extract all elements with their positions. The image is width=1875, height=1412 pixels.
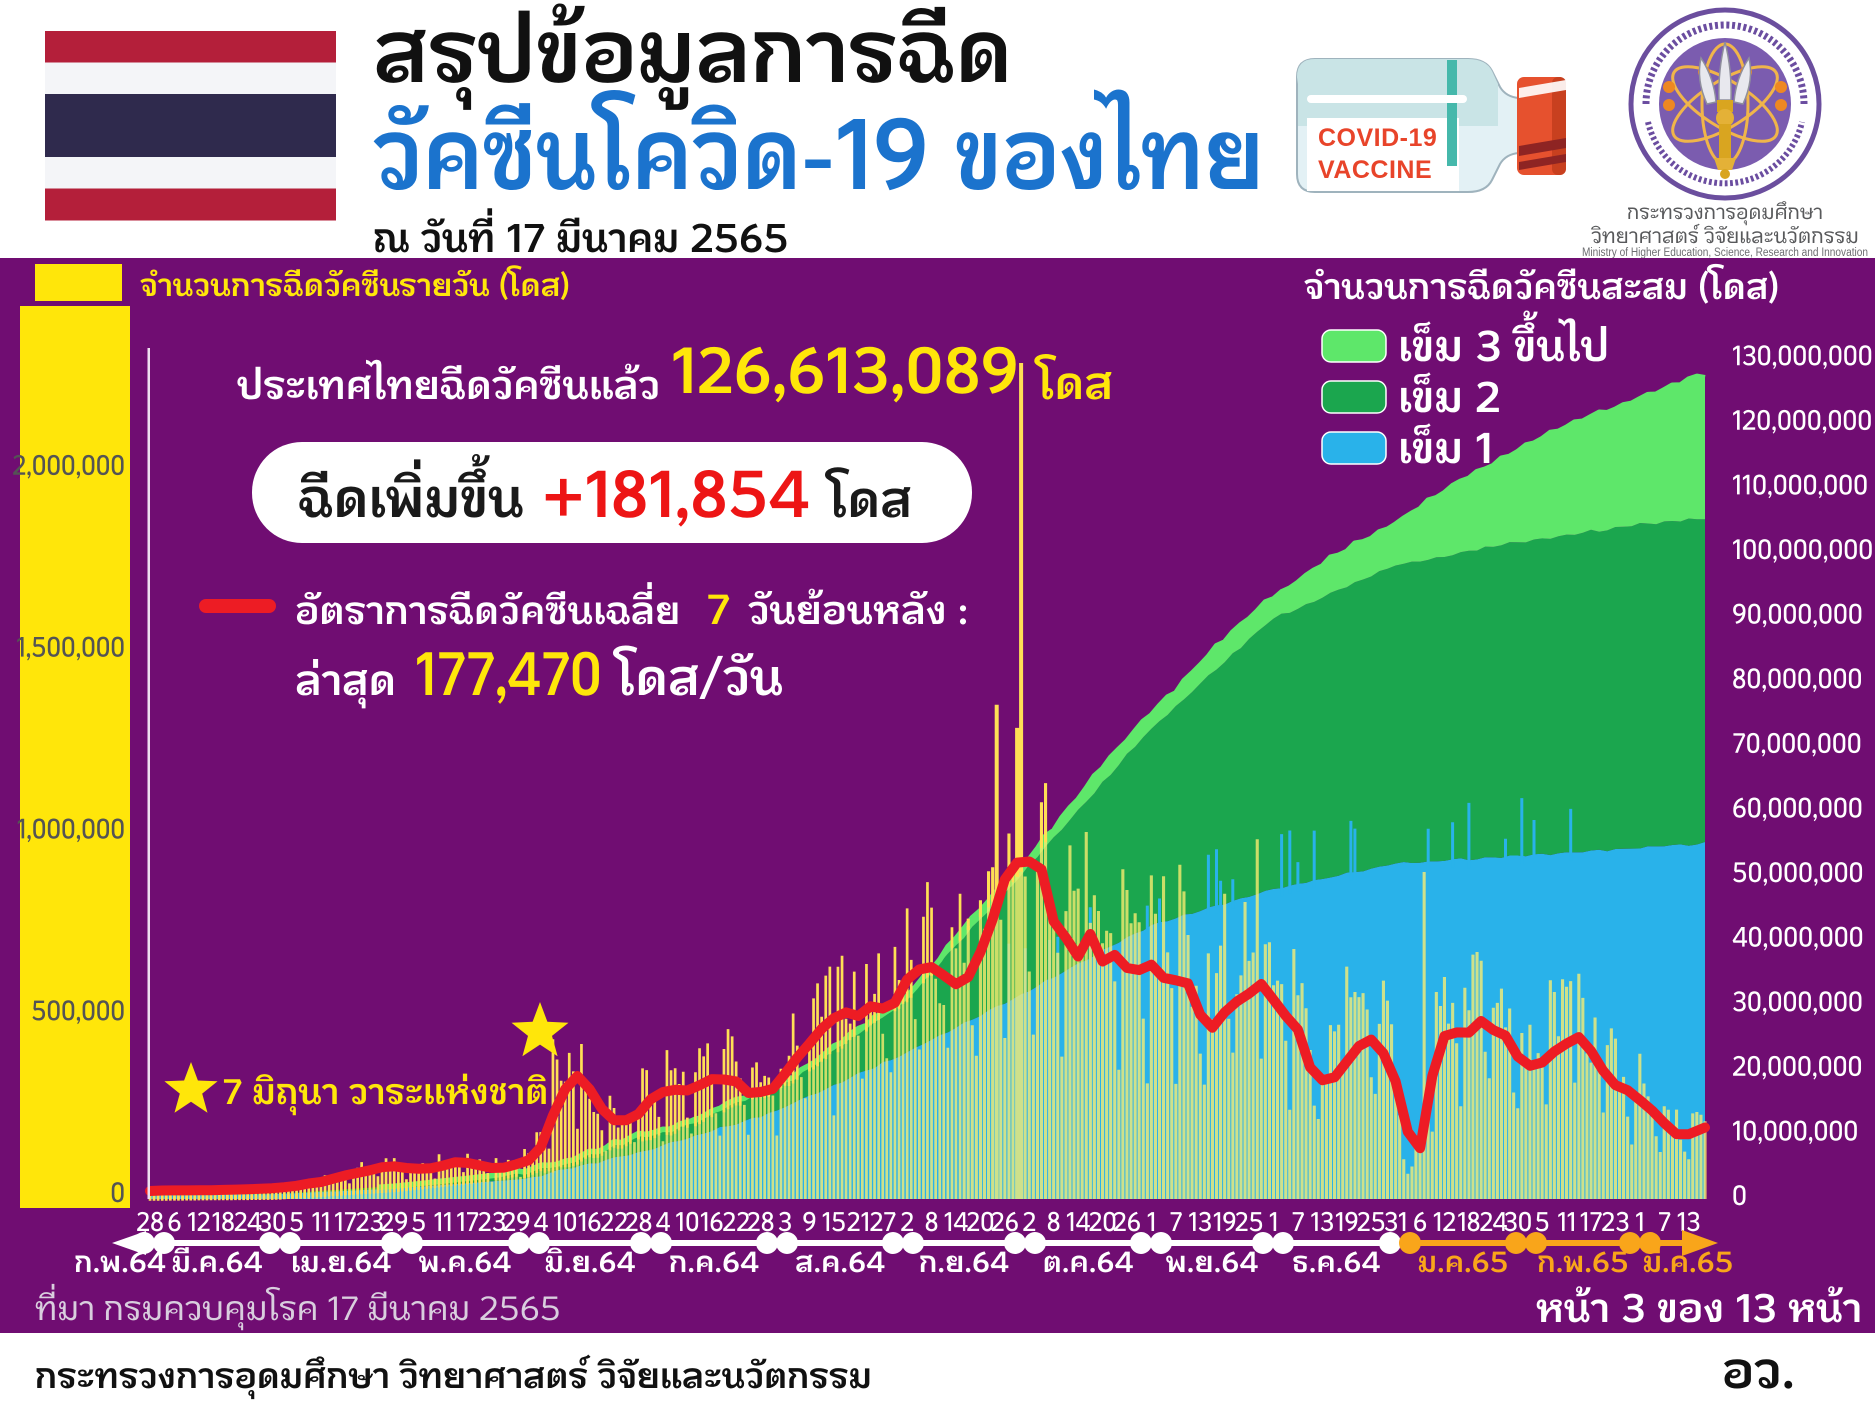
svg-text:Ministry of Higher Education,: Ministry of Higher Education, Science, R…: [1582, 247, 1868, 259]
svg-text:VACCINE: VACCINE: [1318, 156, 1432, 184]
svg-text:COVID-19: COVID-19: [1318, 124, 1437, 152]
